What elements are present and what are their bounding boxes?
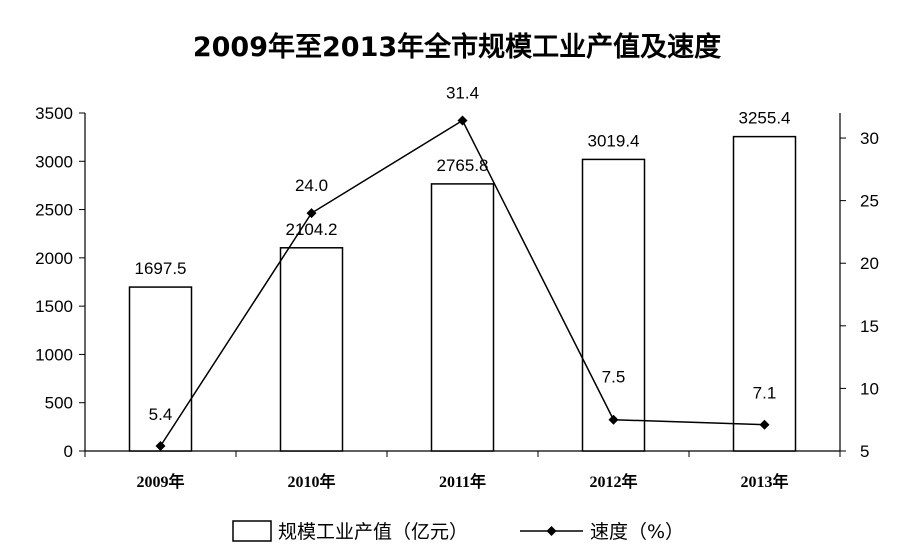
right-tick-label: 30 xyxy=(860,129,879,148)
speed-point xyxy=(306,208,317,219)
bar-value-label: 1697.5 xyxy=(135,259,187,278)
right-tick-label: 25 xyxy=(860,192,879,211)
legend-line-marker xyxy=(546,526,557,536)
bar-value-label: 3019.4 xyxy=(588,131,640,150)
x-tick-label: 2012年 xyxy=(589,472,637,491)
bar xyxy=(279,247,344,452)
plot-area: 0 500 1000 1500 2000 2500 3000 3500 5 10 15 20 25 30 2… xyxy=(35,84,879,491)
x-tick-label: 2011年 xyxy=(439,472,486,491)
chart-title: 2009年至2013年全市规模工业产值及速度 xyxy=(193,31,721,63)
speed-value-label: 7.1 xyxy=(753,384,777,403)
left-tick-label: 2000 xyxy=(35,249,73,268)
x-tick-label: 2010年 xyxy=(287,472,335,491)
speed-point xyxy=(608,414,619,425)
bar-value-label: 2104.2 xyxy=(286,220,338,239)
bar xyxy=(732,135,797,452)
speed-value-label: 24.0 xyxy=(295,176,328,195)
left-tick-label: 1000 xyxy=(35,345,73,364)
bar xyxy=(128,286,193,452)
left-tick-label: 500 xyxy=(45,394,73,413)
legend-bar-label: 规模工业产值（亿元） xyxy=(278,521,468,543)
right-tick-label: 10 xyxy=(860,379,879,398)
left-tick-label: 3500 xyxy=(35,104,73,123)
right-tick-label: 5 xyxy=(860,442,869,461)
right-tick-label: 15 xyxy=(860,317,879,336)
legend-bar-swatch xyxy=(232,520,272,542)
speed-value-label: 5.4 xyxy=(149,405,173,424)
bar xyxy=(430,183,495,452)
bar-value-label: 2765.8 xyxy=(437,156,489,175)
right-tick-label: 20 xyxy=(860,254,879,273)
left-tick-label: 0 xyxy=(64,442,73,461)
legend-line-label: 速度（%） xyxy=(590,521,684,543)
speed-value-label: 31.4 xyxy=(446,84,479,103)
x-tick-label: 2009年 xyxy=(136,472,184,491)
speed-point xyxy=(457,115,468,126)
speed-point xyxy=(759,419,770,430)
left-tick-label: 2500 xyxy=(35,201,73,220)
legend: 规模工业产值（亿元） 速度（%） xyxy=(232,520,684,543)
left-tick-label: 3000 xyxy=(35,152,73,171)
speed-value-label: 7.5 xyxy=(602,368,626,387)
speed-point xyxy=(155,440,166,451)
x-tick-label: 2013年 xyxy=(740,472,788,491)
bar xyxy=(581,158,646,452)
bar-value-label: 3255.4 xyxy=(739,109,791,128)
left-tick-label: 1500 xyxy=(35,297,73,316)
